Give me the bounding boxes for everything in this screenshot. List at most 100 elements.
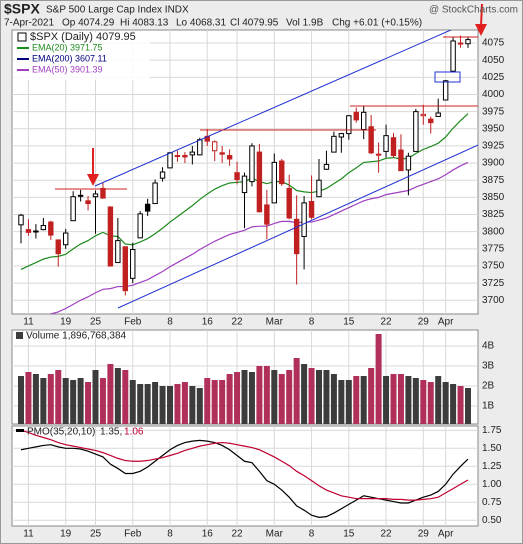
volume-bar: [353, 376, 360, 424]
quote-field: Lo 4068.31: [176, 18, 226, 29]
candle-body: [375, 153, 382, 156]
candle-body: [226, 155, 233, 160]
x-tick-label: 22: [380, 317, 392, 328]
candle-body: [301, 202, 307, 237]
candle-body: [107, 206, 114, 267]
volume-bar: [316, 370, 322, 424]
candle-body: [167, 152, 173, 169]
volume-bar: [62, 378, 69, 424]
volume-bar: [107, 364, 114, 424]
volume-bar: [85, 382, 92, 424]
candle-body: [264, 204, 270, 225]
quote-field: Hi 4083.13: [120, 18, 169, 29]
volume-bar: [167, 386, 173, 424]
legend-swatch: [16, 429, 24, 432]
upper-trend-line: [94, 30, 453, 187]
volume-bar: [241, 370, 248, 424]
candle-body: [398, 149, 404, 172]
volume-bar: [219, 380, 226, 424]
candle-body: [346, 115, 352, 135]
volume-bar: [338, 380, 345, 424]
candle-body: [55, 239, 61, 255]
volume-bar: [226, 374, 233, 424]
volume-bar: [92, 370, 99, 424]
pmo-line: [20, 439, 469, 518]
x-tick-label: Apr: [438, 529, 454, 540]
candle-body: [420, 113, 427, 117]
candle-body: [293, 218, 300, 255]
x-tick-label: 11: [23, 317, 34, 328]
symbol: $SPX: [4, 1, 40, 17]
candle-body: [122, 246, 128, 292]
pmo-panel: [11, 425, 479, 527]
candle-body: [331, 135, 337, 153]
volume-bar: [278, 374, 285, 424]
annotations: [55, 30, 478, 309]
volume-bar: [435, 376, 442, 424]
volume-bar: [70, 380, 77, 424]
legend-swatch: [16, 332, 23, 339]
x-tick-label: 22: [231, 317, 243, 328]
x-tick-label: 8: [309, 317, 315, 328]
volume-bar: [189, 386, 196, 424]
x-tick-label: Feb: [124, 529, 142, 540]
legend-label: EMA(200) 3607.11: [32, 53, 107, 63]
x-tick-label: Feb: [124, 317, 142, 328]
volume-bar: [375, 334, 382, 424]
marks: [18, 35, 471, 518]
candle-body: [85, 200, 91, 205]
volume-bar: [159, 386, 166, 424]
ema-line: [49, 161, 469, 314]
volume-bar: [211, 380, 218, 424]
candle-body: [450, 40, 456, 72]
volume-bar: [47, 374, 54, 424]
candle-body: [338, 133, 345, 138]
candle-body: [212, 141, 218, 152]
y-tick-label: 4025: [482, 72, 505, 83]
legend-label: $SPX (Daily) 4079.95: [30, 31, 136, 43]
candle-body: [70, 196, 76, 222]
candle-body: [286, 187, 292, 219]
candle-body: [137, 213, 143, 239]
x-tick-label: 8: [167, 529, 173, 540]
candle-body: [442, 80, 449, 101]
arrow-head: [87, 174, 99, 186]
x-tick-label: 22: [380, 529, 392, 540]
volume-bar: [99, 378, 106, 424]
candle-body: [189, 151, 196, 156]
y-tick-label: 3875: [482, 175, 505, 186]
candle-body: [361, 111, 367, 130]
candle-body: [18, 214, 24, 226]
volume-bar: [55, 370, 62, 424]
volume-bar: [368, 368, 375, 424]
legend-label: EMA(20) 3971.75: [32, 42, 103, 52]
gap-box: [434, 71, 461, 83]
x-tick-label: 22: [231, 529, 243, 540]
y-tick-label: 1.00: [482, 479, 502, 490]
x-tick-label: 8: [309, 529, 315, 540]
grid: [12, 30, 478, 526]
y-tick-label: 3B: [482, 361, 495, 372]
y-tick-label: 3900: [482, 158, 505, 169]
volume-bar: [330, 374, 337, 424]
volume-bar: [360, 376, 367, 424]
candle-body: [63, 232, 69, 246]
y-tick-label: 3825: [482, 209, 505, 220]
volume-bar: [390, 374, 397, 424]
y-tick-label: 2B: [482, 381, 495, 392]
volume-bar: [405, 376, 412, 424]
volume-bar: [129, 380, 136, 424]
volume-bar: [248, 372, 255, 424]
x-tick-label: 15: [343, 529, 355, 540]
y-tick-label: 3925: [482, 141, 505, 152]
x-tick-label: 16: [202, 317, 214, 328]
candle-body: [152, 182, 158, 205]
candle-body: [48, 221, 54, 236]
x-tick-label: 29: [418, 529, 430, 540]
legend-label: 1.35,: [100, 427, 122, 438]
candle-body: [159, 171, 166, 179]
volume-bar: [412, 378, 419, 424]
y-tick-label: 1B: [482, 401, 495, 412]
y-tick-label: 4050: [482, 55, 505, 66]
